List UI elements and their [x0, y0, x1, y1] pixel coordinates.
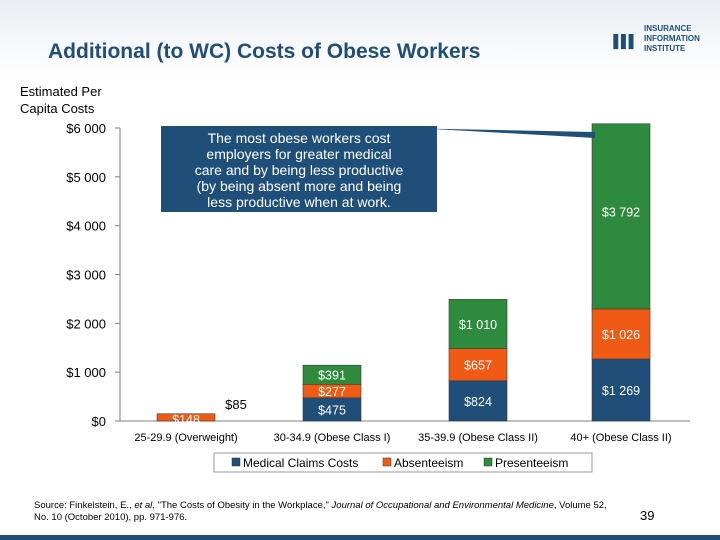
data-label: $148 — [172, 413, 200, 427]
footer-rule — [0, 535, 720, 540]
callout-box — [161, 126, 437, 212]
legend-label: Absenteeism — [394, 456, 463, 470]
legend-label: Presenteeism — [495, 456, 568, 470]
source-journal: Journal of Occupational and Environmenta… — [331, 500, 554, 511]
logo-text-line-1: INSURANCE — [644, 24, 692, 33]
iii-logo-icon: ııı — [611, 23, 636, 56]
logo-text-line-2: INFORMATION — [644, 34, 700, 43]
data-label: $1 269 — [602, 384, 640, 398]
legend-swatch — [231, 457, 241, 467]
data-label: $824 — [464, 395, 492, 409]
bar-presenteeism — [591, 123, 651, 310]
callout-text-line: The most obese workers cost — [208, 130, 391, 146]
data-label: $475 — [318, 403, 346, 417]
bar-presenteeism — [302, 364, 362, 385]
logo-text: INSURANCE INFORMATION INSTITUTE — [644, 24, 700, 54]
legend-box — [213, 452, 593, 473]
x-tick-label: 25-29.9 (Overweight) — [134, 432, 237, 444]
y-axis-label-line-2: Capita Costs — [20, 101, 95, 116]
y-tick-label: $2 000 — [66, 316, 106, 331]
bar-medical — [448, 380, 508, 422]
callout-text-line: care and by being less productive — [195, 162, 404, 178]
y-tick-label: $5 000 — [66, 170, 106, 185]
data-label: $1 010 — [459, 318, 497, 332]
y-tick-label: $0 — [92, 414, 106, 429]
legend-label: Medical Claims Costs — [243, 456, 358, 470]
source-suffix: , Volume 52, No. 10 (October 2010), pp. … — [34, 500, 607, 523]
logo-text-line-3: INSTITUTE — [644, 44, 686, 53]
bar-absenteeism — [591, 308, 651, 360]
y-tick-label: $6 000 — [66, 121, 106, 136]
data-label: $1 026 — [602, 328, 640, 342]
y-tick-label: $1 000 — [66, 365, 106, 380]
x-tick-label: 35-39.9 (Obese Class II) — [418, 432, 538, 444]
source-prefix: Source: Finkelstein, E., — [34, 500, 135, 511]
legend-swatch — [483, 457, 493, 467]
data-label: $657 — [464, 359, 492, 373]
insurance-information-institute-logo: ııı INSURANCE INFORMATION INSTITUTE — [611, 22, 716, 62]
source-mid: , "The Costs of Obesity in the Workplace… — [152, 500, 332, 511]
extra-data-label: $85 — [225, 397, 247, 412]
bar-presenteeism — [448, 299, 508, 349]
bar-absenteeism — [156, 413, 216, 422]
callout-pointer — [397, 128, 595, 138]
source-etal: et al — [134, 500, 153, 511]
bar-medical — [591, 358, 651, 422]
y-axis-label-line-1: Estimated Per — [20, 84, 102, 99]
legend-swatch — [382, 457, 392, 467]
callout-text-line: less productive when at work. — [207, 194, 391, 210]
data-label: $391 — [318, 369, 346, 383]
y-tick-label: $4 000 — [66, 219, 106, 234]
callout-text-line: (by being absent more and being — [197, 178, 402, 194]
y-tick-label: $3 000 — [66, 268, 106, 283]
callout-text-line: employers for greater medical — [206, 146, 391, 162]
x-tick-label: 40+ (Obese Class II) — [570, 432, 671, 444]
y-axis-label: Estimated Per Capita Costs — [20, 83, 102, 117]
page-number: 39 — [640, 508, 655, 523]
data-label: $277 — [318, 385, 346, 399]
data-label: $3 792 — [602, 205, 640, 219]
bar-absenteeism — [448, 348, 508, 382]
source-citation: Source: Finkelstein, E., et al, "The Cos… — [34, 500, 614, 524]
header-band — [0, 0, 720, 80]
slide-title: Additional (to WC) Costs of Obese Worker… — [48, 40, 481, 63]
x-tick-label: 30-34.9 (Obese Class I) — [274, 432, 391, 444]
